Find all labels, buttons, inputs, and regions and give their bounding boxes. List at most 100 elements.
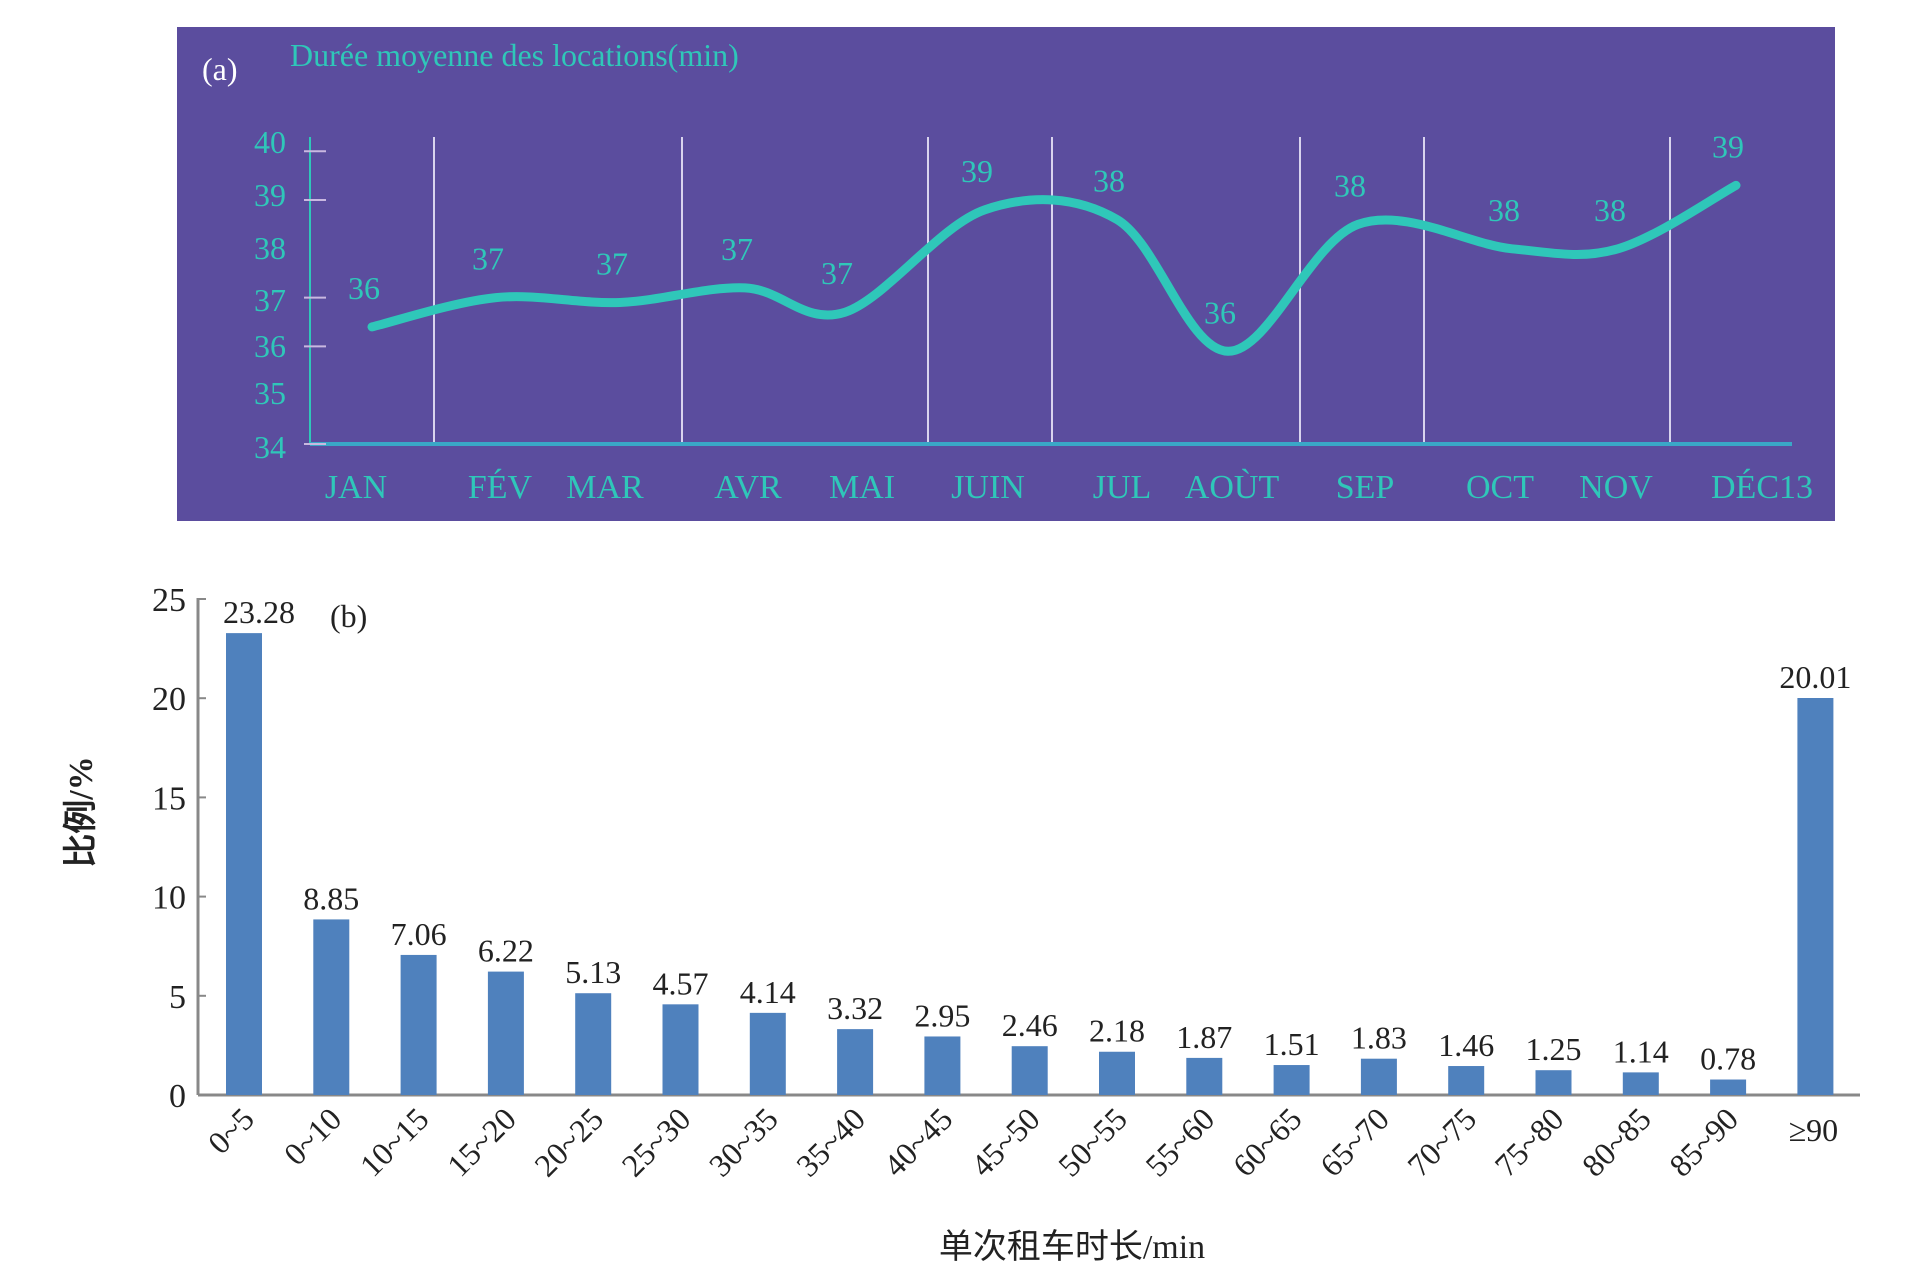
data-label: 37 (472, 241, 504, 277)
data-label: 3.32 (827, 990, 883, 1026)
panel-b-label: (b) (330, 598, 367, 634)
x-tick-label: AVR (714, 469, 782, 506)
x-tick-label: JAN (325, 469, 387, 506)
data-label: 1.83 (1351, 1020, 1407, 1056)
x-tick-label: JUL (1093, 469, 1152, 506)
x-tick-label: 35~40 (789, 1100, 872, 1183)
data-label: 23.28 (223, 594, 295, 630)
data-label: 1.25 (1526, 1031, 1582, 1067)
panel-b-bars (226, 633, 1834, 1095)
panel-a-series (367, 180, 1741, 356)
x-tick-label: NOV (1579, 469, 1653, 506)
data-label: 5.13 (565, 954, 621, 990)
y-tick-label: 5 (169, 979, 186, 1016)
y-tick-label: 39 (254, 177, 286, 213)
x-tick-label: 70~75 (1400, 1100, 1483, 1183)
bar (1535, 1070, 1572, 1095)
y-tick-label: 34 (254, 429, 286, 465)
data-label: 37 (596, 245, 628, 281)
x-tick-label: 85~90 (1662, 1100, 1745, 1183)
x-tick-label: 60~65 (1226, 1100, 1309, 1183)
x-tick-label: 20~25 (527, 1100, 610, 1183)
bar (1011, 1046, 1048, 1095)
data-label: 39 (961, 153, 993, 189)
x-tick-label: SEP (1336, 469, 1395, 506)
x-tick-label: AOÙT (1185, 468, 1280, 506)
y-tick-label: 25 (152, 582, 186, 619)
data-label: 38 (1488, 192, 1520, 228)
data-label: 4.57 (653, 965, 709, 1001)
data-label: 2.46 (1002, 1007, 1058, 1043)
x-tick-label: JUIN (951, 469, 1025, 506)
y-tick-label: 10 (152, 880, 186, 917)
x-tick-label: 10~15 (353, 1100, 436, 1183)
bar (924, 1036, 961, 1095)
y-tick-label: 20 (152, 681, 186, 718)
bar (575, 993, 612, 1095)
data-label: 6.22 (478, 933, 534, 969)
x-tick-label: 55~60 (1138, 1100, 1221, 1183)
panel-a-label: (a) (202, 51, 238, 87)
x-tick-label: MAR (566, 469, 644, 506)
bar (1360, 1058, 1397, 1095)
y-tick-label: 38 (254, 230, 286, 266)
bar (1099, 1051, 1135, 1095)
y-tick-label: 37 (254, 282, 286, 318)
x-tick-label: 50~55 (1051, 1100, 1134, 1183)
data-label: 2.95 (914, 997, 970, 1033)
data-label: 37 (821, 255, 853, 291)
y-tick-label: 35 (254, 375, 286, 411)
bar (662, 1004, 699, 1095)
x-tick-label: 15~20 (440, 1100, 523, 1183)
panel-b-x-tick-labels: 0~5 0~10 10~15 15~20 20~25 25~30 30~35 35~40 40~… (201, 1100, 1839, 1183)
y-tick-label: 40 (254, 124, 286, 160)
bar (226, 633, 262, 1095)
panel-b-y-axis-title: 比例/% (62, 756, 100, 867)
panel-b-bar-chart: (b) 0 5 10 15 20 25 23.28 8.85 7.06 6.22 5.13 4.57… (62, 582, 1860, 1266)
x-tick-label: 40~45 (876, 1100, 959, 1183)
panel-a-x-tick-labels: JAN FÉV MAR AVR MAI JUIN JUL AOÙT SEP OCT NOV DÉC13 (325, 468, 1813, 506)
bar (1710, 1079, 1747, 1095)
data-label: 2.18 (1089, 1013, 1145, 1049)
data-label: 7.06 (391, 916, 447, 952)
bar (1797, 698, 1834, 1095)
data-label: 1.87 (1176, 1019, 1232, 1055)
y-tick-label: 0 (169, 1078, 186, 1115)
data-label: 0.78 (1700, 1041, 1756, 1077)
x-tick-label: FÉV (468, 469, 533, 506)
bar (837, 1029, 874, 1095)
x-tick-label: 0~5 (201, 1100, 261, 1160)
bar (1622, 1072, 1659, 1095)
bar (400, 954, 437, 1095)
bar (313, 919, 350, 1095)
x-tick-label: 25~30 (614, 1100, 697, 1183)
panel-a-background (177, 27, 1835, 521)
data-label: 1.51 (1264, 1026, 1320, 1062)
bar (487, 971, 524, 1095)
x-tick-label: 30~35 (702, 1100, 785, 1183)
y-tick-label: 15 (152, 780, 186, 817)
x-tick-label: MAI (829, 469, 895, 506)
data-label: 1.14 (1613, 1033, 1669, 1069)
x-tick-label: 80~85 (1575, 1100, 1658, 1183)
data-label: 37 (721, 231, 753, 267)
series-line (367, 180, 1741, 356)
data-label: 8.85 (303, 880, 359, 916)
data-label: 1.46 (1438, 1027, 1494, 1063)
panel-a-separators (433, 137, 1671, 444)
data-label: 38 (1093, 163, 1125, 199)
x-tick-label: 65~70 (1313, 1100, 1396, 1183)
data-label: 36 (1204, 294, 1236, 330)
panel-a-title: Durée moyenne des locations(min) (290, 37, 739, 73)
bar (1448, 1066, 1485, 1095)
data-label: 20.01 (1779, 659, 1851, 695)
x-tick-label: 45~50 (964, 1100, 1047, 1183)
panel-b-data-labels: 23.28 8.85 7.06 6.22 5.13 4.57 4.14 3.32 2.95 2.4… (223, 594, 1851, 1076)
panel-a-line-chart: (a) Durée moyenne des locations(min) 40 3… (177, 27, 1835, 521)
bar (1186, 1057, 1223, 1095)
bar (1273, 1065, 1310, 1095)
data-label: 4.14 (740, 974, 796, 1010)
y-tick-label: 36 (254, 328, 286, 364)
x-tick-label: OCT (1466, 469, 1534, 506)
